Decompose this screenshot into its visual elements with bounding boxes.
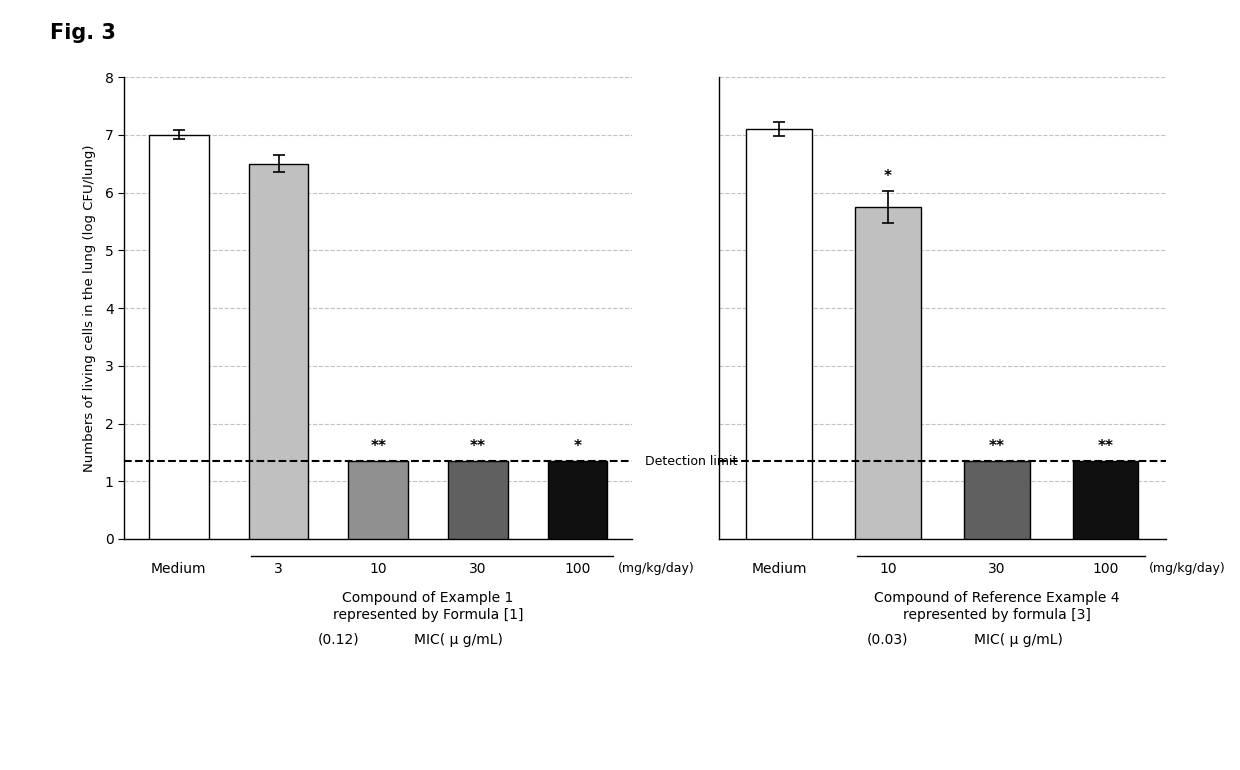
Bar xyxy=(548,461,608,539)
Text: **: ** xyxy=(371,439,386,454)
Bar xyxy=(149,135,208,539)
Text: 30: 30 xyxy=(469,562,486,576)
Text: MIC( μ g/mL): MIC( μ g/mL) xyxy=(413,633,502,647)
Bar xyxy=(348,461,408,539)
Text: (0.03): (0.03) xyxy=(867,633,909,647)
Text: Compound of Example 1: Compound of Example 1 xyxy=(342,591,513,605)
Text: Medium: Medium xyxy=(751,562,807,576)
Bar xyxy=(856,207,920,539)
Text: **: ** xyxy=(1097,439,1114,454)
Text: Detection limit: Detection limit xyxy=(637,454,738,467)
Text: MIC( μ g/mL): MIC( μ g/mL) xyxy=(975,633,1063,647)
Text: 100: 100 xyxy=(564,562,590,576)
Bar xyxy=(448,461,508,539)
Text: (0.12): (0.12) xyxy=(317,633,360,647)
Text: Medium: Medium xyxy=(151,562,207,576)
Text: 3: 3 xyxy=(274,562,283,576)
Bar xyxy=(248,164,309,539)
Bar xyxy=(746,129,812,539)
Text: Compound of Reference Example 4: Compound of Reference Example 4 xyxy=(874,591,1120,605)
Bar xyxy=(1073,461,1138,539)
Text: 100: 100 xyxy=(1092,562,1118,576)
Text: *: * xyxy=(884,169,892,184)
Text: **: ** xyxy=(988,439,1004,454)
Text: 30: 30 xyxy=(988,562,1006,576)
Text: 10: 10 xyxy=(879,562,897,576)
Text: represented by formula [3]: represented by formula [3] xyxy=(903,608,1091,622)
Text: represented by Formula [1]: represented by Formula [1] xyxy=(332,608,523,622)
Text: **: ** xyxy=(470,439,486,454)
Text: (mg/kg/day): (mg/kg/day) xyxy=(1149,562,1226,575)
Text: Fig. 3: Fig. 3 xyxy=(50,23,115,43)
Y-axis label: Numbers of living cells in the lung (log CFU/lung): Numbers of living cells in the lung (log… xyxy=(83,144,97,472)
Text: *: * xyxy=(574,439,582,454)
Text: 10: 10 xyxy=(370,562,387,576)
Bar xyxy=(965,461,1029,539)
Text: (mg/kg/day): (mg/kg/day) xyxy=(618,562,694,575)
